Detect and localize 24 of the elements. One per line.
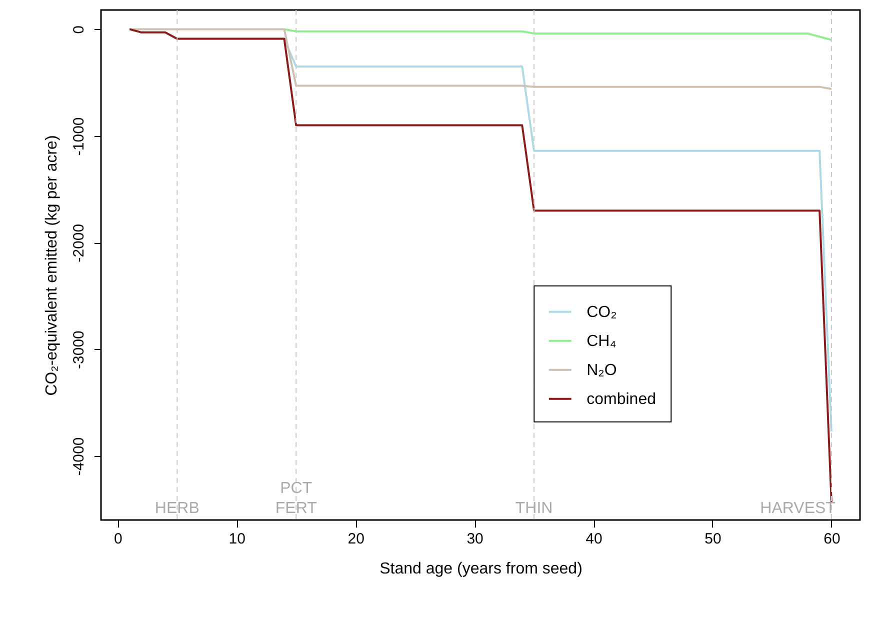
x-tick-label: 0 (114, 530, 122, 548)
x-tick-label: 30 (466, 530, 484, 548)
legend-label: CH₄ (586, 332, 616, 350)
ref-line-label: THIN (515, 500, 553, 517)
x-tick-label: 20 (348, 530, 364, 548)
ref-line-label: PCT FERT (275, 480, 318, 517)
y-axis-title: CO₂-equivalent emitted (kg per acre) (44, 135, 60, 396)
x-tick-label: 50 (704, 530, 722, 548)
y-tick-label: -3000 (70, 330, 88, 369)
y-tick-label: -1000 (70, 117, 88, 156)
x-tick-label: 10 (228, 530, 246, 548)
ref-line-label: HERB (154, 500, 200, 517)
ref-line-label: HARVEST (760, 500, 836, 517)
line-series (128, 28, 832, 90)
x-tick-label: 40 (586, 530, 602, 548)
y-tick-label: -2000 (70, 224, 88, 262)
legend-label: CO₂ (586, 304, 617, 321)
legend-label: N₂O (586, 362, 617, 379)
legend-label: combined (586, 390, 656, 408)
y-tick-label: -4000 (70, 437, 88, 476)
x-axis-title: Stand age (years from seed) (380, 560, 582, 578)
line-series (283, 28, 832, 41)
x-tick-label: 60 (824, 530, 840, 548)
y-tick-label: 0 (70, 26, 88, 34)
